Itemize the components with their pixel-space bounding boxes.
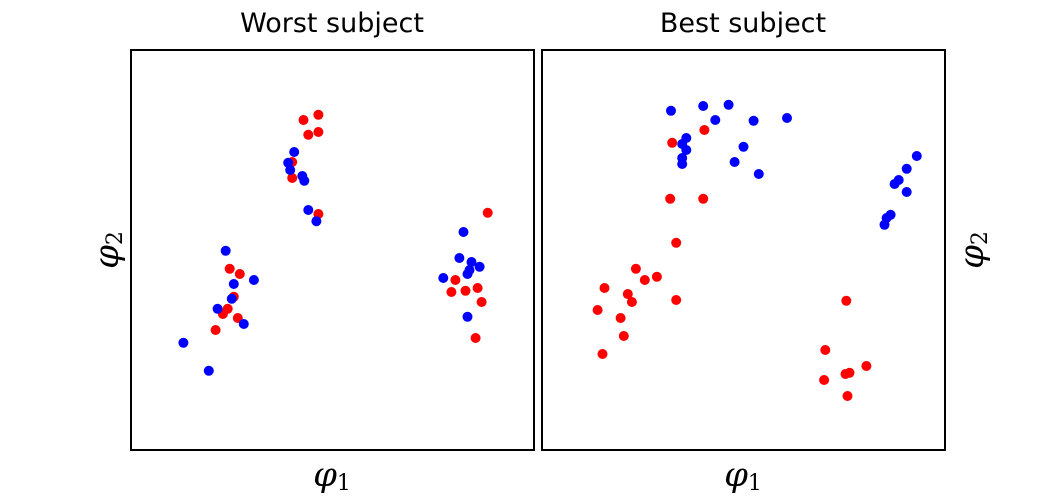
scatter-point <box>228 279 239 289</box>
scatter-point <box>224 263 235 274</box>
scatter-point <box>677 159 688 169</box>
scatter-point <box>667 137 678 148</box>
scatter-point <box>615 313 626 323</box>
scatter-point <box>840 369 851 379</box>
x-axis-label-best: φ1 <box>724 455 762 496</box>
scatter-point <box>210 325 221 335</box>
scatter-point <box>203 365 214 376</box>
scatter-point <box>666 105 676 116</box>
scatter-point <box>622 289 633 299</box>
scatter-point <box>626 297 637 307</box>
scatter-point <box>861 361 872 371</box>
scatter-point <box>303 129 314 140</box>
y-axis-label-sub: 2 <box>103 231 128 245</box>
scatter-point <box>438 273 449 283</box>
scatter-point <box>671 295 682 305</box>
scatter-point <box>446 287 457 297</box>
scatter-point <box>226 293 237 304</box>
scatter-point <box>782 113 792 123</box>
scatter-point <box>681 145 692 155</box>
scatter-point <box>298 115 309 125</box>
scatter-point <box>820 345 831 355</box>
points-worst <box>178 109 493 376</box>
y-axis-label-sub: 2 <box>968 231 993 245</box>
scatter-point <box>738 141 749 152</box>
scatter-point <box>460 285 471 296</box>
scatter-point <box>710 115 721 125</box>
scatter-point <box>819 375 830 385</box>
scatter-point <box>462 269 473 279</box>
y-axis-label-main: φ <box>952 245 992 269</box>
scatter-point <box>212 303 223 314</box>
scatter-point <box>901 163 912 174</box>
scatter-point <box>458 227 469 237</box>
plot-frame-best <box>541 49 946 451</box>
scatter-point <box>597 349 608 359</box>
x-axis-label-worst: φ1 <box>313 455 351 496</box>
x-axis-label-sub: 1 <box>748 471 762 496</box>
scatter-point <box>178 337 189 348</box>
scatter-point <box>599 283 610 293</box>
scatter-point <box>234 269 245 279</box>
scatter-point <box>303 205 314 215</box>
x-axis-label-main: φ <box>724 455 748 495</box>
scatter-point <box>311 216 322 227</box>
scatter-point <box>748 115 759 126</box>
scatter-point <box>665 193 676 204</box>
panel-best-subject: Best subject φ1 φ2 <box>541 8 993 496</box>
scatter-point <box>476 297 487 307</box>
scatter-point <box>698 101 709 111</box>
scatter-point <box>466 257 477 267</box>
scatter-point <box>248 275 259 285</box>
scatter-point <box>450 275 461 285</box>
scatter-point <box>462 311 473 322</box>
plot-frame-worst <box>130 49 535 451</box>
scatter-point <box>889 179 900 189</box>
scatter-point <box>618 331 629 341</box>
scatter-point <box>285 165 296 175</box>
scatter-point <box>671 237 682 248</box>
scatter-point <box>454 253 465 263</box>
y-axis-label-worst: φ2 <box>87 231 128 269</box>
scatter-point <box>901 187 912 197</box>
scatter-point <box>651 271 662 282</box>
scatter-point <box>470 333 481 343</box>
scatter-point <box>841 295 852 306</box>
panel-title-best: Best subject <box>660 8 826 39</box>
scatter-point <box>313 109 324 120</box>
scatter-point <box>472 283 483 293</box>
panel-title-worst: Worst subject <box>240 8 424 39</box>
panel-worst-subject: Worst subject φ1 φ2 <box>87 8 535 496</box>
scatter-point <box>474 261 485 272</box>
y-axis-label-main: φ <box>87 245 127 269</box>
scatter-point <box>238 319 249 329</box>
scatter-point <box>879 219 890 230</box>
x-axis-label-main: φ <box>313 455 337 495</box>
scatter-point <box>630 263 641 274</box>
scatter-point <box>911 151 922 161</box>
points-best <box>592 99 922 401</box>
scatter-point <box>698 193 709 204</box>
scatter-point <box>729 157 740 167</box>
scatter-point <box>482 207 493 218</box>
y-axis-label-best: φ2 <box>952 231 993 269</box>
scatter-point <box>699 125 710 135</box>
scatter-point <box>723 99 734 110</box>
scatter-point <box>842 391 853 401</box>
scatter-point <box>287 173 298 183</box>
scatter-point <box>299 175 310 186</box>
scatter-point <box>753 169 764 179</box>
scatter-point <box>639 275 650 285</box>
scatter-point <box>289 147 300 157</box>
x-axis-label-sub: 1 <box>337 471 351 496</box>
scatter-point <box>592 305 603 315</box>
scatter-point <box>313 127 324 137</box>
scatter-point <box>220 245 231 256</box>
